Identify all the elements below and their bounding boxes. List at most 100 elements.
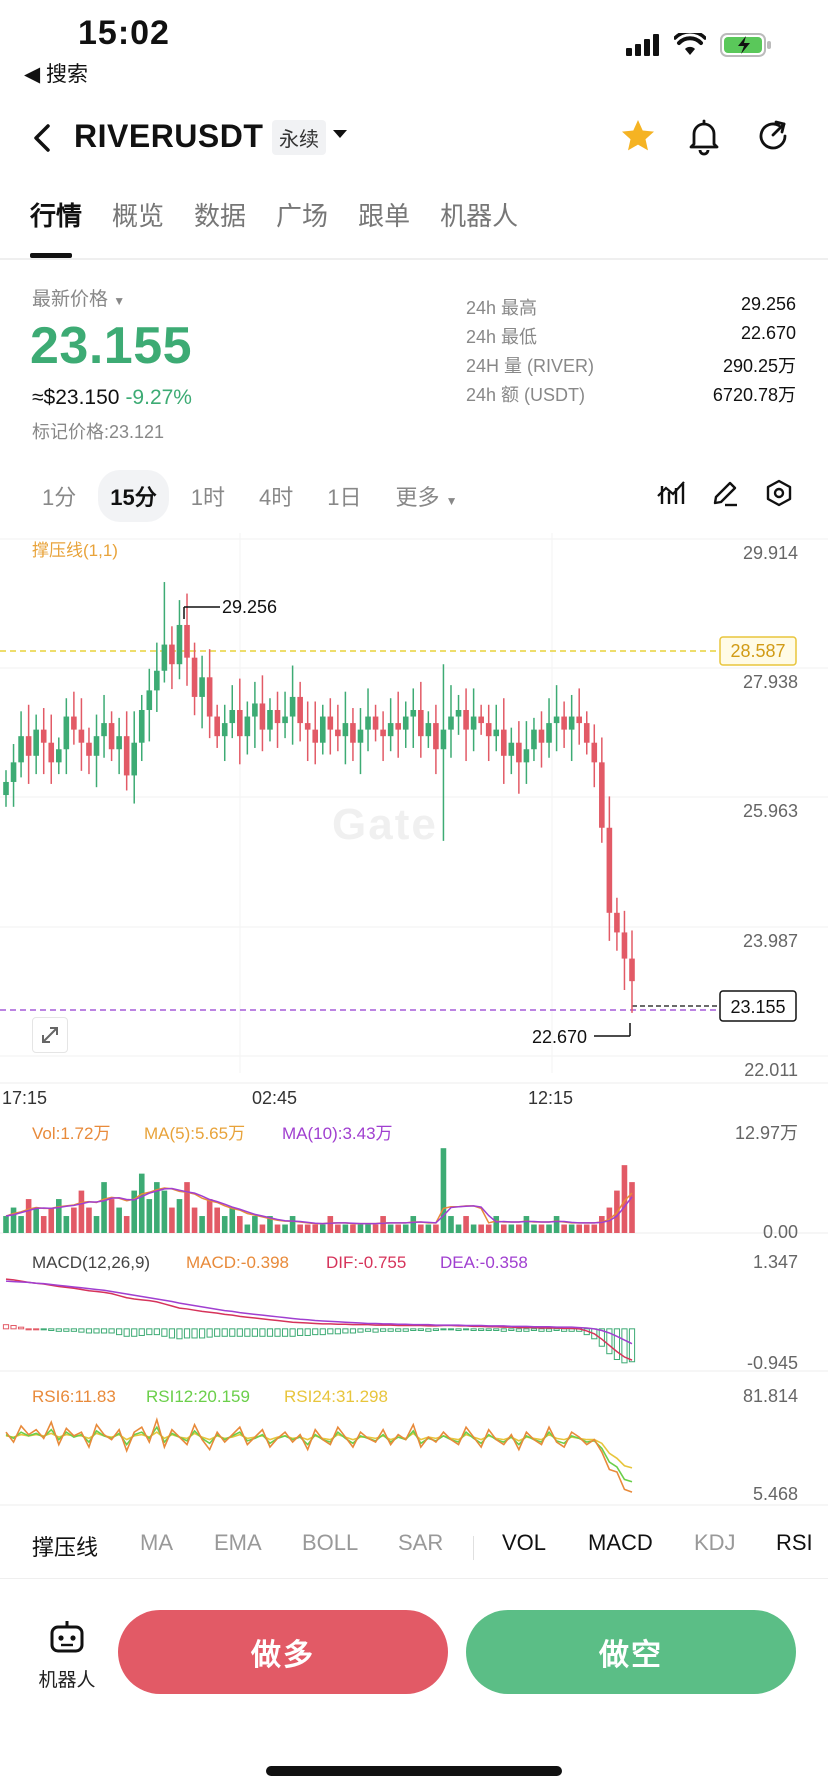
tab-bots[interactable]: 机器人 — [440, 201, 519, 231]
candle-body — [546, 723, 552, 743]
home-indicator — [266, 1766, 562, 1776]
interval-15m[interactable]: 15分 — [98, 470, 169, 522]
kline-chart[interactable]: 撑压线(1,1) 29.914 27.938 25.963 23.987 22.… — [0, 533, 828, 1533]
latest-price-label: 最新价格 — [32, 289, 109, 310]
volume-bar — [327, 1216, 334, 1233]
tab-copy-trading[interactable]: 跟单 — [358, 201, 411, 231]
interval-1m[interactable]: 1分 — [42, 485, 77, 510]
macd-hist-bar — [138, 1328, 145, 1336]
candle-body — [252, 703, 258, 717]
cellular-signal-icon — [626, 34, 659, 56]
macd-hist-bar — [334, 1328, 341, 1335]
mark-price-line: 标记价格:23.121 — [32, 418, 164, 444]
interval-4h[interactable]: 4时 — [258, 485, 294, 510]
candle-body — [402, 716, 409, 730]
go-long-button[interactable]: 做多 — [118, 1610, 448, 1694]
volume-bar — [485, 1224, 492, 1233]
macd-hist-bar — [402, 1328, 409, 1332]
stat-key: 24h 额 (USDT) — [466, 385, 586, 405]
indicator-chart-icon[interactable] — [656, 478, 686, 508]
back-arrow-icon[interactable] — [24, 118, 64, 158]
volume-bar — [387, 1224, 394, 1233]
candle-body — [3, 781, 9, 796]
volume-legend: Vol:1.72万 MA(5):5.65万 MA(10):3.43万 — [32, 1124, 393, 1143]
stat-row: 24H 量 (RIVER) 290.25万 — [466, 352, 796, 381]
volume-bar — [500, 1224, 507, 1233]
go-short-button[interactable]: 做空 — [466, 1610, 796, 1694]
x-tick-label: 12:15 — [528, 1088, 573, 1108]
tab-market[interactable]: 行情 — [30, 196, 82, 258]
candle-body — [297, 696, 303, 724]
macd-params-label: MACD(12,26,9) — [32, 1253, 150, 1272]
volume-bar — [229, 1207, 236, 1233]
expand-chart-button[interactable] — [32, 1017, 68, 1053]
volume-bar — [146, 1199, 153, 1233]
candle-body — [267, 710, 273, 730]
volume-bar — [395, 1224, 401, 1233]
macd-hist-bar — [342, 1328, 349, 1334]
ind-boll[interactable]: BOLL — [302, 1530, 359, 1555]
candle-body — [470, 716, 477, 730]
ind-kdj[interactable]: KDJ — [694, 1530, 736, 1555]
favorite-star-icon[interactable] — [618, 116, 658, 156]
candle-body — [169, 644, 175, 665]
ind-ma[interactable]: MA — [140, 1530, 173, 1555]
pair-title[interactable]: RIVERUSDT — [74, 118, 264, 154]
candle-body — [86, 742, 92, 756]
interval-more[interactable]: 更多 ▼ — [383, 470, 469, 522]
macd-hist-bar — [440, 1328, 447, 1331]
macd-hist-bar — [153, 1328, 160, 1336]
ind-macd[interactable]: MACD — [588, 1530, 653, 1555]
macd-hist-bar — [55, 1328, 62, 1332]
candle-body — [206, 677, 213, 717]
macd-hist-bar — [25, 1328, 32, 1331]
macd-hist-bar — [508, 1328, 515, 1331]
candle-body — [523, 749, 530, 763]
robot-button[interactable]: 机器人 — [36, 1618, 98, 1692]
volume-bar — [599, 1216, 605, 1233]
macd-hist-bar — [131, 1328, 138, 1337]
volume-bar — [531, 1224, 537, 1233]
macd-hist-bar — [266, 1328, 274, 1337]
macd-hist-bar — [613, 1328, 621, 1361]
draw-pencil-icon[interactable] — [710, 478, 740, 508]
volume-bar — [561, 1224, 567, 1233]
tab-square[interactable]: 广场 — [276, 201, 329, 231]
macd-hist-bar — [259, 1328, 266, 1337]
volume-bar — [583, 1224, 590, 1233]
macd-hist-bar — [455, 1328, 462, 1331]
tab-overview[interactable]: 概览 — [112, 201, 165, 231]
interval-1h[interactable]: 1时 — [190, 485, 225, 510]
macd-hist-bar — [40, 1328, 47, 1331]
back-to-search-link[interactable]: ◀ 搜索 — [24, 63, 88, 86]
candle-body — [10, 762, 17, 782]
interval-1d[interactable]: 1日 — [327, 485, 362, 510]
macd-hist-bar — [485, 1328, 492, 1331]
candle-body — [531, 729, 537, 750]
candle-body — [418, 710, 424, 737]
ind-support-resistance[interactable]: 撑压线 — [32, 1535, 99, 1560]
resistance-tag: 28.587 — [719, 636, 797, 666]
bell-alert-icon[interactable] — [684, 116, 724, 156]
tab-data[interactable]: 数据 — [194, 201, 247, 231]
bottom-divider — [0, 1578, 828, 1579]
latest-price-selector[interactable]: 最新价格 ▼ — [32, 284, 125, 311]
contract-type-badge[interactable]: 永续 — [272, 120, 326, 155]
ind-sar[interactable]: SAR — [398, 1530, 444, 1555]
volume-bar — [199, 1216, 205, 1233]
volume-bar — [63, 1216, 70, 1233]
x-tick-label: 02:45 — [252, 1088, 297, 1108]
chart-settings-hexagon-icon[interactable] — [764, 478, 794, 508]
volume-bar — [252, 1216, 258, 1233]
indicator-separator — [473, 1536, 474, 1560]
mark-price-label: 标记价格: — [32, 422, 110, 442]
candle-body — [508, 742, 515, 756]
pair-dropdown-caret-icon[interactable] — [332, 128, 348, 140]
ind-ema[interactable]: EMA — [214, 1530, 262, 1555]
ind-vol[interactable]: VOL — [502, 1530, 547, 1555]
ind-rsi[interactable]: RSI — [776, 1530, 813, 1555]
macd-hist-bar — [289, 1328, 296, 1337]
volume-bar — [553, 1216, 560, 1233]
y-tick-label: 23.987 — [743, 931, 798, 951]
share-icon[interactable] — [754, 116, 794, 156]
